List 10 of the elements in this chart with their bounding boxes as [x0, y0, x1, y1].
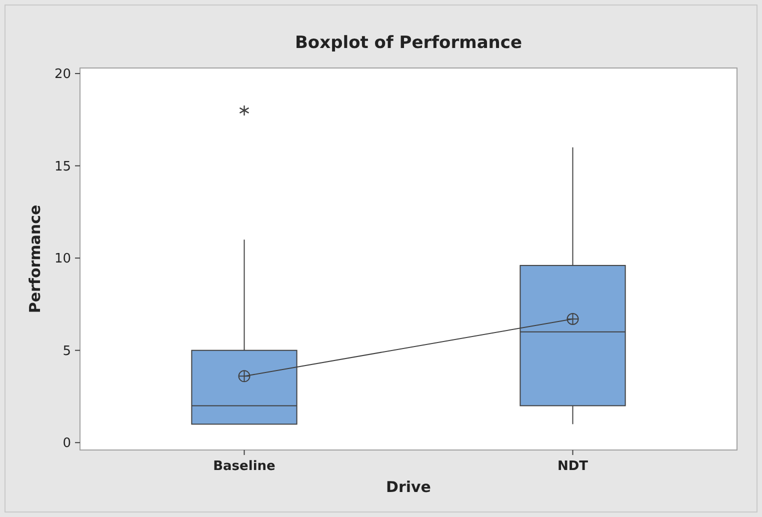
chart-title: Boxplot of Performance [294, 33, 522, 53]
y-tick-label: 10 [54, 252, 71, 267]
y-tick-label: 0 [62, 436, 71, 452]
y-tick-label: 5 [62, 344, 71, 359]
x-tick-label: Baseline [213, 459, 276, 474]
x-tick-label: NDT [557, 459, 588, 474]
y-tick-label: 20 [54, 67, 71, 82]
x-axis-title: Drive [386, 478, 431, 496]
y-tick-label: 15 [54, 159, 71, 174]
y-axis-title: Performance [26, 204, 44, 314]
